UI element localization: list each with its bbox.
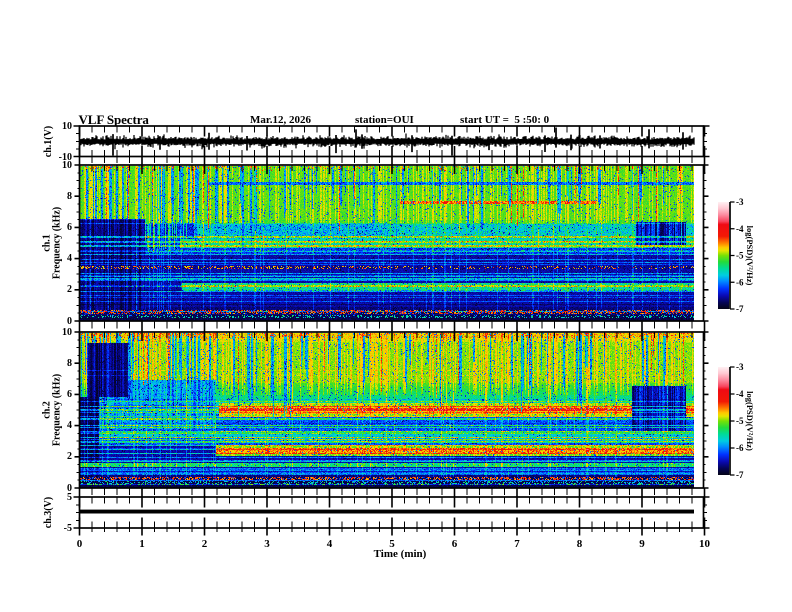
svg-text:-6: -6 [736,443,744,453]
svg-text:-3: -3 [736,197,744,207]
svg-text:-4: -4 [736,224,744,234]
svg-text:-6: -6 [736,277,744,287]
svg-text:-7: -7 [736,470,744,480]
svg-text:-5: -5 [736,416,744,426]
svg-text:-5: -5 [736,251,744,261]
svg-text:Frequency (kHz): Frequency (kHz) [52,207,63,279]
svg-text:Frequency (kHz): Frequency (kHz) [52,374,63,446]
svg-text:-3: -3 [736,362,744,372]
svg-text:log(PSD)(V²/Hz): log(PSD)(V²/Hz) [745,226,755,286]
svg-text:ch.2: ch.2 [42,401,53,419]
svg-text:ch.1(V): ch.1(V) [43,126,54,157]
svg-text:ch.1: ch.1 [42,234,53,252]
svg-text:-4: -4 [736,389,744,399]
svg-text:ch.3(V): ch.3(V) [43,497,54,528]
svg-text:-7: -7 [736,304,744,314]
svg-text:log(PSD)(V²/Hz): log(PSD)(V²/Hz) [745,391,755,451]
